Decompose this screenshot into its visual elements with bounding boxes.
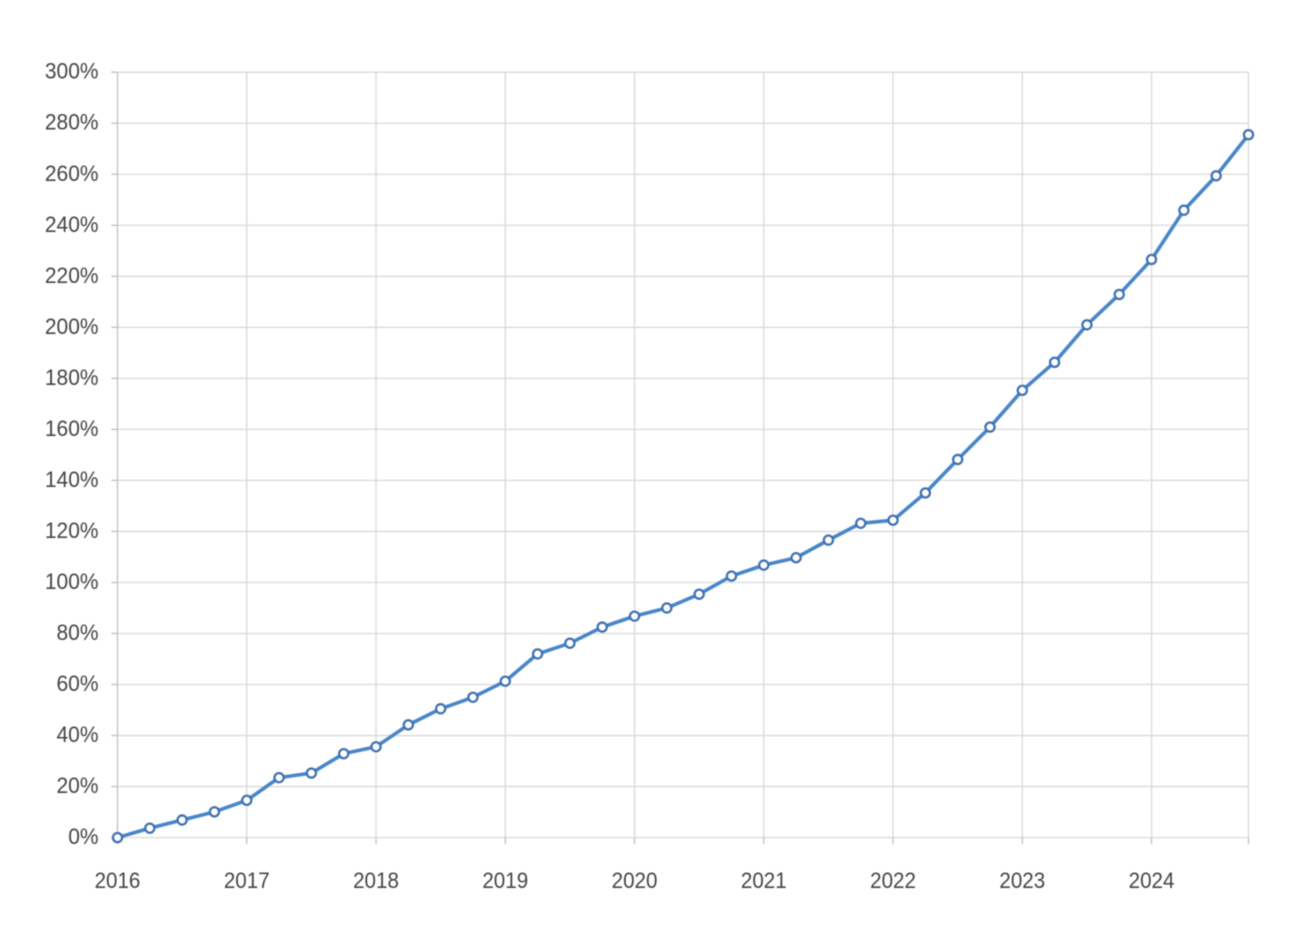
svg-text:20%: 20% — [57, 773, 99, 798]
svg-text:200%: 200% — [45, 314, 99, 339]
svg-text:240%: 240% — [45, 212, 99, 237]
svg-text:2024: 2024 — [1129, 868, 1175, 893]
svg-text:2019: 2019 — [482, 868, 528, 893]
svg-text:220%: 220% — [45, 263, 99, 288]
svg-text:2021: 2021 — [741, 868, 787, 893]
svg-text:40%: 40% — [57, 722, 99, 747]
svg-text:100%: 100% — [45, 569, 99, 594]
svg-text:2020: 2020 — [612, 868, 658, 893]
svg-text:2022: 2022 — [870, 868, 916, 893]
svg-text:60%: 60% — [57, 671, 99, 696]
svg-text:180%: 180% — [45, 365, 99, 390]
svg-text:140%: 140% — [45, 467, 99, 492]
svg-text:0%: 0% — [68, 824, 98, 849]
svg-text:2016: 2016 — [95, 868, 141, 893]
svg-text:80%: 80% — [57, 620, 99, 645]
svg-text:300%: 300% — [45, 59, 99, 84]
svg-text:2017: 2017 — [224, 868, 270, 893]
svg-text:280%: 280% — [45, 110, 99, 135]
svg-text:160%: 160% — [45, 416, 99, 441]
svg-text:2018: 2018 — [353, 868, 399, 893]
svg-text:260%: 260% — [45, 161, 99, 186]
svg-text:120%: 120% — [45, 518, 99, 543]
svg-text:2023: 2023 — [999, 868, 1045, 893]
